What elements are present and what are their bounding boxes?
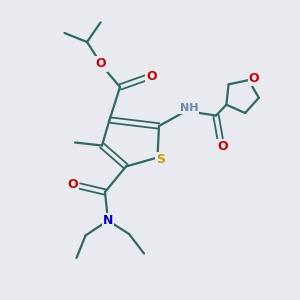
Text: O: O <box>146 70 157 83</box>
Text: O: O <box>68 178 78 191</box>
Text: NH: NH <box>180 103 198 113</box>
Text: O: O <box>218 140 228 154</box>
Text: S: S <box>157 153 166 167</box>
Text: O: O <box>249 72 259 85</box>
Text: N: N <box>103 214 113 227</box>
Text: O: O <box>96 57 106 70</box>
